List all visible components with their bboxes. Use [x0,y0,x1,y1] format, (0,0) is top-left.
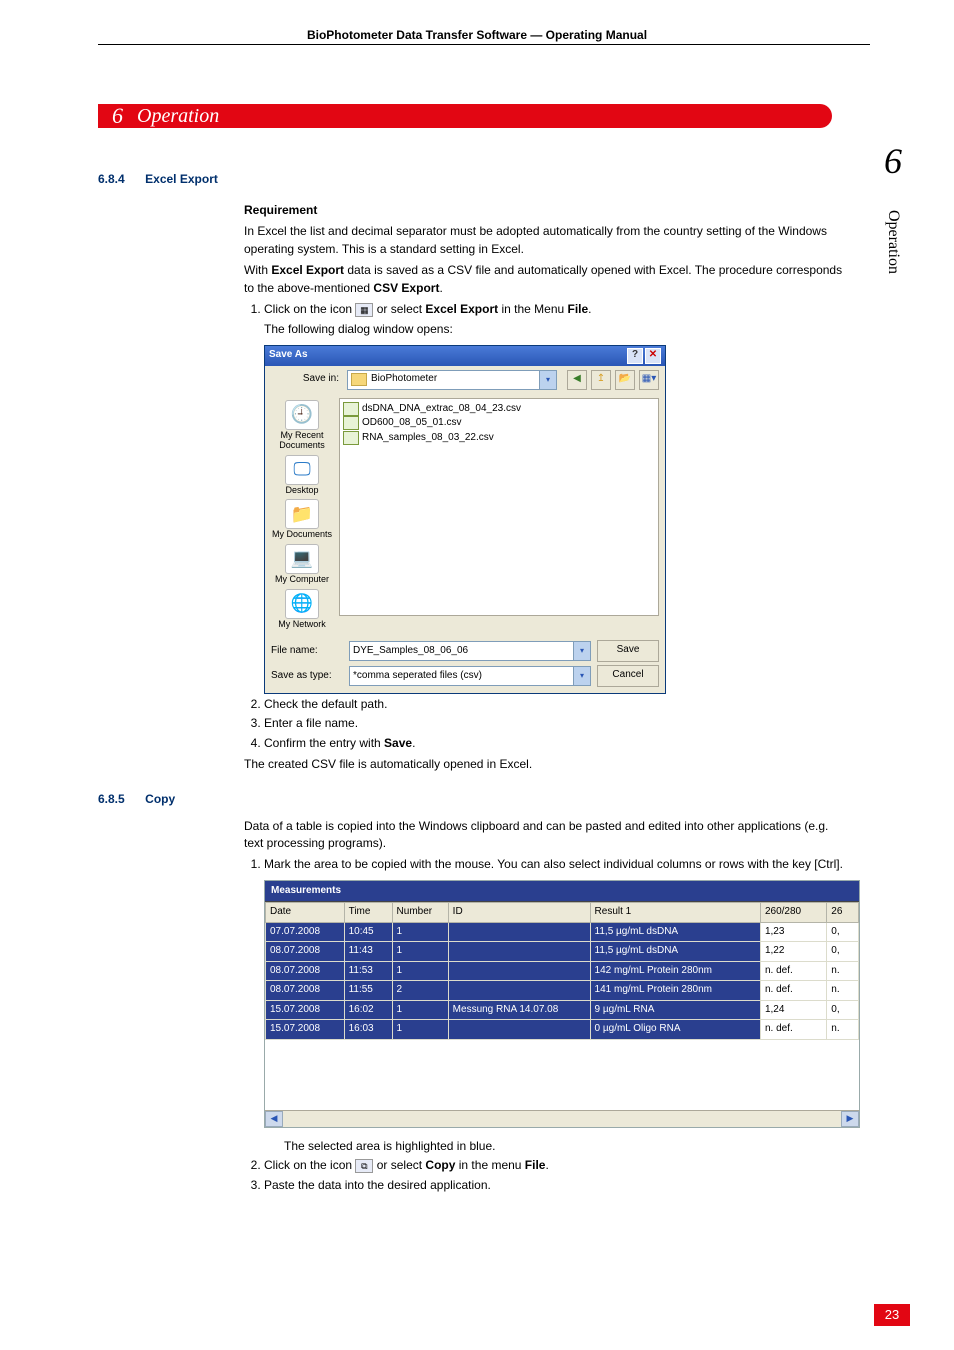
filename-input[interactable]: DYE_Samples_08_06_06▾ [349,641,591,661]
after-text: The created CSV file is automatically op… [244,756,844,773]
section-685: 6.8.5 Copy Data of a table is copied int… [98,790,844,1194]
steps-684: Click on the icon ▦ or select Excel Expo… [244,301,844,752]
section-number-large: 6 [884,140,902,182]
doc-header: BioPhotometer Data Transfer Software — O… [0,28,954,42]
step-1: Click on the icon ▦ or select Excel Expo… [264,301,844,694]
table-row[interactable]: 07.07.200810:45111,5 µg/mL dsDNA1,230, [266,922,859,942]
filename-label: File name: [271,644,343,659]
table-row[interactable]: 08.07.200811:552141 mg/mL Protein 280nmn… [266,981,859,1001]
page-number: 23 [874,1304,910,1326]
section-number: 6.8.5 [98,792,125,806]
dialog-titlebar: Save As ? ✕ [265,346,665,366]
measurements-panel: Measurements DateTimeNumberIDResult 1260… [264,880,860,1128]
scroll-right-button[interactable]: ▶ [841,1111,859,1127]
place-network[interactable]: 🌐My Network [278,587,326,630]
network-icon: 🌐 [285,589,319,619]
chapter-title: Operation [137,105,219,128]
places-bar: 🕘My Recent Documents 🖵Desktop 📁My Docume… [265,394,339,634]
copy-icon: ⧉ [355,1159,373,1173]
documents-icon: 📁 [285,499,319,529]
save-in-label: Save in: [271,372,343,387]
table-header[interactable]: 260/280 [760,903,826,923]
step-2: Click on the icon ⧉ or select Copy in th… [264,1157,844,1174]
help-button[interactable]: ? [627,348,643,364]
after-1: The selected area is highlighted in blue… [284,1138,844,1155]
save-in-row: Save in: BioPhotometer ▾ ◀ ↥ 📂 [265,366,665,394]
csv-file-icon [343,402,359,416]
with-excel-export: With Excel Export data is saved as a CSV… [244,262,844,297]
dialog-toolbar: ◀ ↥ 📂 ▦▾ [567,370,659,390]
place-documents[interactable]: 📁My Documents [272,497,332,540]
file-list[interactable]: dsDNA_DNA_extrac_08_04_23.csv OD600_08_0… [339,398,659,616]
table-header[interactable]: Result 1 [590,903,760,923]
excel-export-icon: ▦ [355,303,373,317]
cancel-button[interactable]: Cancel [597,665,659,687]
header-rule [98,44,870,45]
side-tab-label: Operation [884,210,902,274]
table-blank-area [265,1040,859,1110]
table-row[interactable]: 15.07.200816:0310 µg/mL Oligo RNAn. def.… [266,1020,859,1040]
table-header[interactable]: Date [266,903,345,923]
content: 6.8.4 Excel Export Requirement In Excel … [98,170,844,1198]
section-number: 6.8.4 [98,172,125,186]
place-computer[interactable]: 💻My Computer [275,542,329,585]
scroll-track[interactable] [283,1112,841,1126]
dialog-bottom: File name: DYE_Samples_08_06_06▾ Save Sa… [265,634,665,693]
place-desktop[interactable]: 🖵Desktop [285,453,319,496]
recent-icon: 🕘 [285,400,319,430]
up-button[interactable]: ↥ [591,370,611,390]
dialog-title: Save As [269,348,625,363]
save-in-select[interactable]: BioPhotometer ▾ [347,370,557,390]
step-2: Check the default path. [264,696,844,713]
computer-icon: 💻 [285,544,319,574]
table-row[interactable]: 08.07.200811:531142 mg/mL Protein 280nmn… [266,961,859,981]
save-button[interactable]: Save [597,640,659,662]
table-header[interactable]: Number [392,903,448,923]
step-1-note: The following dialog window opens: [264,321,844,338]
back-button[interactable]: ◀ [567,370,587,390]
csv-file-icon [343,416,359,430]
save-in-value: BioPhotometer [371,372,437,387]
chevron-down-icon[interactable]: ▾ [573,642,590,660]
folder-icon [351,373,367,386]
place-recent[interactable]: 🕘My Recent Documents [265,398,339,451]
views-button[interactable]: ▦▾ [639,370,659,390]
table-header[interactable]: Time [344,903,392,923]
intro-text: Data of a table is copied into the Windo… [244,818,844,853]
section-684: 6.8.4 Excel Export Requirement In Excel … [98,170,844,774]
dialog-body: 🕘My Recent Documents 🖵Desktop 📁My Docume… [265,394,665,634]
scroll-left-button[interactable]: ◀ [265,1111,283,1127]
requirement-text: In Excel the list and decimal separator … [244,223,844,258]
saveastype-label: Save as type: [271,669,343,684]
section-title: Copy [145,792,175,806]
horizontal-scrollbar[interactable]: ◀ ▶ [265,1110,859,1127]
table-row[interactable]: 15.07.200816:021Messung RNA 14.07.089 µg… [266,1000,859,1020]
close-button[interactable]: ✕ [645,348,661,364]
csv-file-icon [343,431,359,445]
desktop-icon: 🖵 [285,455,319,485]
chapter-number: 6 [112,103,123,129]
step-4: Confirm the entry with Save. [264,735,844,752]
saveastype-select[interactable]: *comma seperated files (csv)▾ [349,666,591,686]
section-title: Excel Export [145,172,218,186]
table-row[interactable]: 08.07.200811:43111,5 µg/mL dsDNA1,220, [266,942,859,962]
file-item[interactable]: RNA_samples_08_03_22.csv [343,431,655,446]
step-1: Mark the area to be copied with the mous… [264,856,844,1155]
chevron-down-icon[interactable]: ▾ [573,667,590,685]
chapter-banner: 6 Operation [98,104,832,128]
file-item[interactable]: dsDNA_DNA_extrac_08_04_23.csv [343,402,655,417]
page: BioPhotometer Data Transfer Software — O… [0,0,954,1350]
requirement-heading: Requirement [244,202,844,219]
step-3: Enter a file name. [264,715,844,732]
chevron-down-icon[interactable]: ▾ [539,371,556,389]
measurements-title: Measurements [265,881,859,903]
step-3: Paste the data into the desired applicat… [264,1177,844,1194]
measurements-table[interactable]: DateTimeNumberIDResult 1260/28026 07.07.… [265,902,859,1040]
steps-685: Mark the area to be copied with the mous… [244,856,844,1194]
table-header[interactable]: 26 [827,903,859,923]
save-as-dialog: Save As ? ✕ Save in: BioPhotometer ▾ [264,345,666,694]
table-header[interactable]: ID [448,903,590,923]
new-folder-button[interactable]: 📂 [615,370,635,390]
file-item[interactable]: OD600_08_05_01.csv [343,416,655,431]
